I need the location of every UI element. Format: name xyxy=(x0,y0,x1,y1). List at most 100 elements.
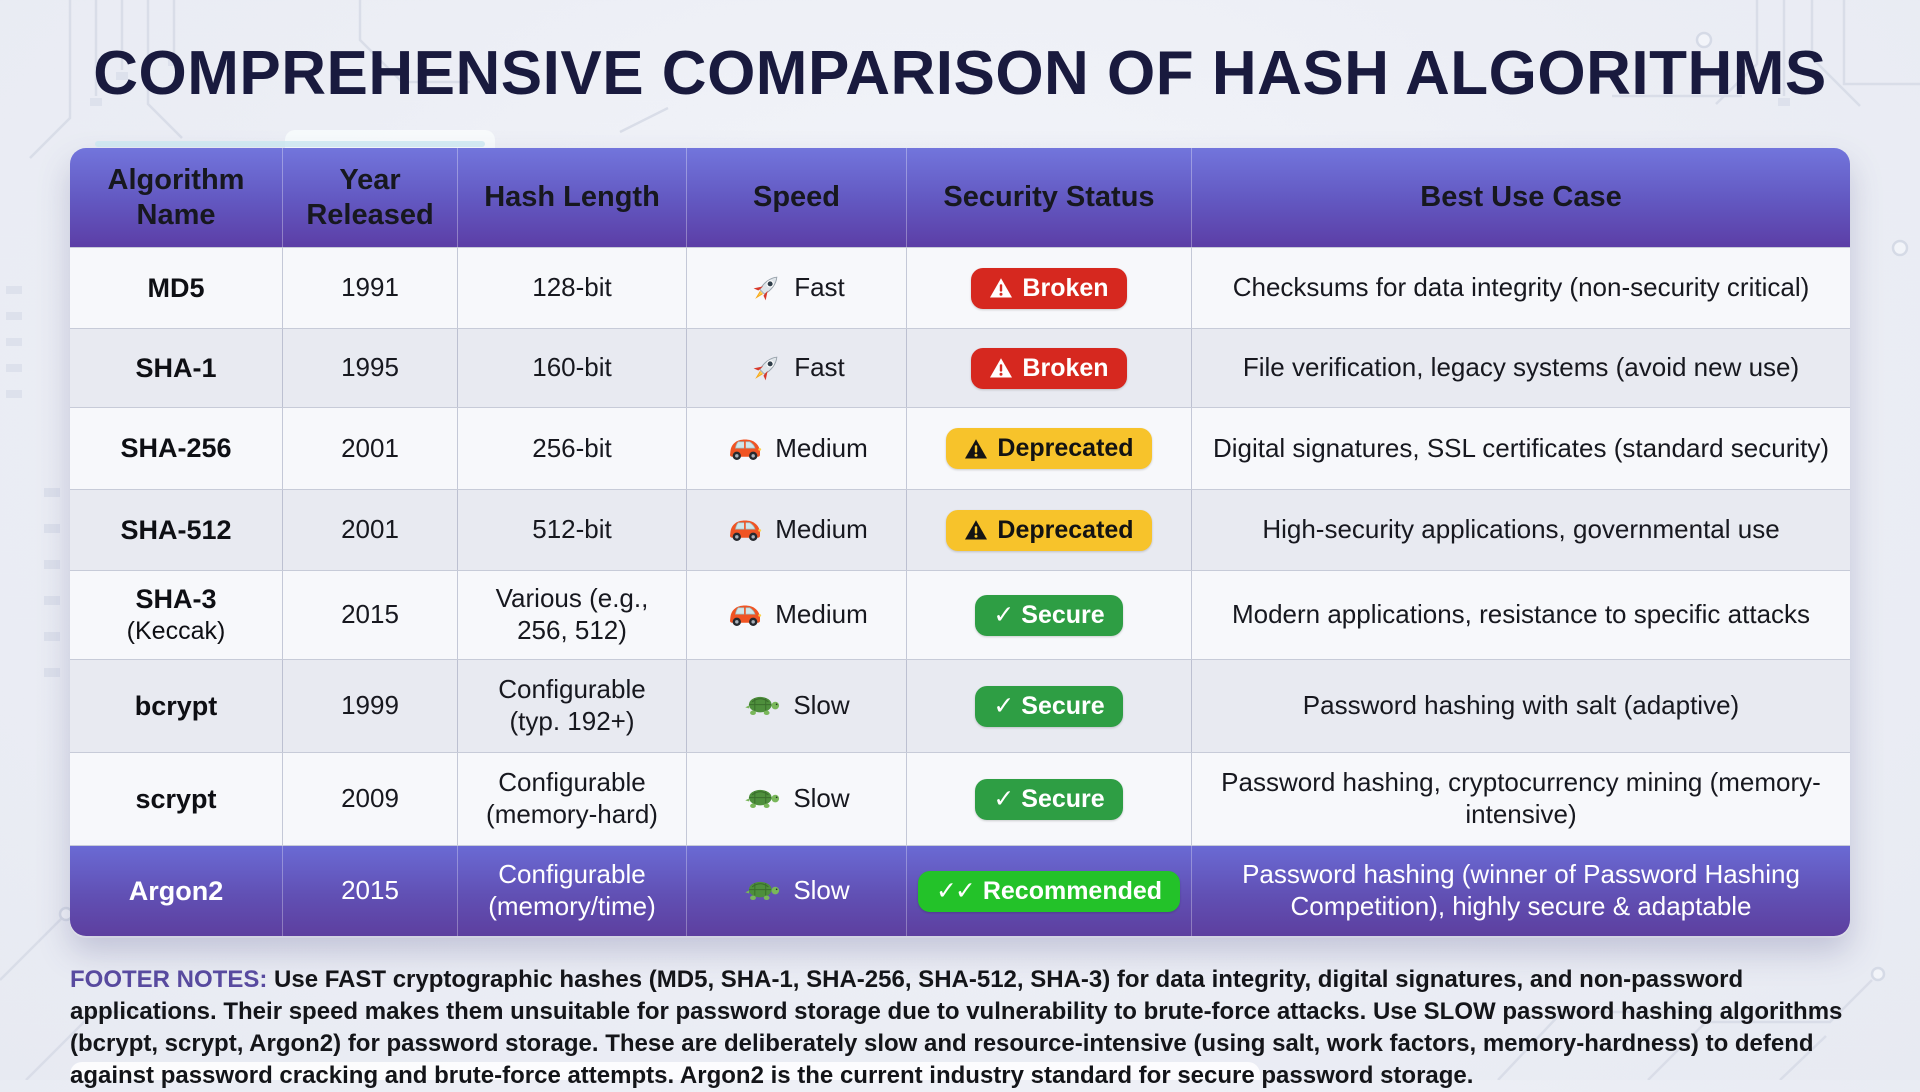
year-released: 2001 xyxy=(282,490,457,570)
status-cell: Broken xyxy=(906,248,1191,328)
table-row-scrypt: scrypt 2009 Configurable (memory-hard) S… xyxy=(70,752,1850,845)
speed-cell: Slow xyxy=(686,660,906,752)
best-use-case: Digital signatures, SSL certificates (st… xyxy=(1191,408,1850,489)
year-released: 2009 xyxy=(282,753,457,845)
status-cell: Broken xyxy=(906,329,1191,407)
status-badge-secure: ✓ Secure xyxy=(975,594,1123,636)
algorithm-name: SHA-3 (Keccak) xyxy=(126,584,226,646)
speed-cell: Slow xyxy=(686,846,906,936)
algorithm-name-sub: (Keccak) xyxy=(126,617,226,646)
algorithm-name: SHA-256 xyxy=(120,433,232,464)
status-badge-broken: Broken xyxy=(971,267,1127,309)
footer-notes-text: Use FAST cryptographic hashes (MD5, SHA-… xyxy=(70,966,1843,1089)
algorithm-name: Argon2 xyxy=(128,875,224,906)
warning-icon xyxy=(964,438,988,460)
speed-label: Medium xyxy=(775,514,868,545)
warning-icon xyxy=(989,277,1013,299)
check-icon: ✓ xyxy=(993,784,1014,813)
warning-icon xyxy=(989,357,1013,379)
speed-label: Fast xyxy=(794,272,845,303)
speed-cell: Medium xyxy=(686,408,906,489)
algorithm-name: SHA-512 xyxy=(120,514,232,545)
algorithm-name: scrypt xyxy=(135,783,217,814)
best-use-case: File verification, legacy systems (avoid… xyxy=(1191,329,1850,407)
year-released: 2001 xyxy=(282,408,457,489)
status-badge-recommended: ✓✓ Recommended xyxy=(917,870,1181,912)
year-released: 1999 xyxy=(282,660,457,752)
speed-cell: Medium xyxy=(686,490,906,570)
year-released: 1995 xyxy=(282,329,457,407)
status-badge-secure: ✓ Secure xyxy=(975,778,1123,820)
check-icon: ✓ xyxy=(993,600,1014,629)
double-check-icon: ✓✓ xyxy=(935,876,976,905)
column-header-hash-length: Hash Length xyxy=(457,148,686,247)
status-cell: ✓✓ Recommended xyxy=(906,846,1191,936)
table-row-sha256: SHA-256 2001 256-bit Medium Deprecated D… xyxy=(70,407,1850,489)
hash-length: Configurable (memory/time) xyxy=(457,846,686,936)
speed-label: Slow xyxy=(793,690,850,721)
status-cell: ✓ Secure xyxy=(906,571,1191,659)
speed-cell: Fast xyxy=(686,329,906,407)
column-header-best-use-case: Best Use Case xyxy=(1191,148,1850,247)
column-header-speed: Speed xyxy=(686,148,906,247)
warning-icon xyxy=(964,519,988,541)
status-badge-deprecated: Deprecated xyxy=(946,509,1152,551)
table-row-md5: MD5 1991 128-bit Fast Broken Checksums f… xyxy=(70,247,1850,328)
turtle-icon xyxy=(743,878,783,904)
speed-label: Fast xyxy=(794,352,845,383)
car-icon xyxy=(725,601,765,629)
table-row-sha1: SHA-1 1995 160-bit Fast Broken File veri… xyxy=(70,328,1850,407)
hash-length: Configurable (typ. 192+) xyxy=(457,660,686,752)
footer-notes-label: FOOTER NOTES: xyxy=(70,966,268,993)
algorithm-name: MD5 xyxy=(147,272,205,303)
status-cell: ✓ Secure xyxy=(906,660,1191,752)
table-row-bcrypt: bcrypt 1999 Configurable (typ. 192+) Slo… xyxy=(70,659,1850,752)
best-use-case: Password hashing with salt (adaptive) xyxy=(1191,660,1850,752)
best-use-case: Password hashing, cryptocurrency mining … xyxy=(1191,753,1850,845)
check-icon: ✓ xyxy=(993,691,1014,720)
best-use-case: Modern applications, resistance to speci… xyxy=(1191,571,1850,659)
column-header-security-status: Security Status xyxy=(906,148,1191,247)
speed-cell: Medium xyxy=(686,571,906,659)
status-cell: Deprecated xyxy=(906,408,1191,489)
table-header-row: Algorithm Name Year Released Hash Length… xyxy=(70,148,1850,247)
hash-length: 160-bit xyxy=(457,329,686,407)
column-header-algorithm-name: Algorithm Name xyxy=(107,164,245,231)
rocket-icon xyxy=(748,270,784,306)
table-row-sha3: SHA-3 (Keccak) 2015 Various (e.g., 256, 5… xyxy=(70,570,1850,659)
status-cell: ✓ Secure xyxy=(906,753,1191,845)
algorithm-name: SHA-1 xyxy=(135,352,217,383)
hash-length: Configurable (memory-hard) xyxy=(457,753,686,845)
car-icon xyxy=(725,435,765,463)
year-released: 2015 xyxy=(282,571,457,659)
best-use-case: Password hashing (winner of Password Has… xyxy=(1191,846,1850,936)
status-cell: Deprecated xyxy=(906,490,1191,570)
car-icon xyxy=(725,516,765,544)
turtle-icon xyxy=(743,693,783,719)
status-badge-deprecated: Deprecated xyxy=(946,428,1152,469)
speed-label: Slow xyxy=(793,783,850,814)
speed-cell: Fast xyxy=(686,248,906,328)
turtle-icon xyxy=(743,786,783,812)
status-badge-broken: Broken xyxy=(971,347,1127,389)
hash-length: 512-bit xyxy=(457,490,686,570)
table-row-argon2: Argon2 2015 Configurable (memory/time) S… xyxy=(70,845,1850,936)
status-badge-secure: ✓ Secure xyxy=(975,685,1123,727)
year-released: 2015 xyxy=(282,846,457,936)
footer-notes: FOOTER NOTES: Use FAST cryptographic has… xyxy=(70,964,1852,1092)
algorithm-name: bcrypt xyxy=(134,690,218,721)
speed-label: Slow xyxy=(793,875,850,906)
hash-comparison-table: Algorithm Name Year Released Hash Length… xyxy=(70,148,1850,936)
best-use-case: High-security applications, governmental… xyxy=(1191,490,1850,570)
year-released: 1991 xyxy=(282,248,457,328)
rocket-icon xyxy=(748,350,784,386)
speed-label: Medium xyxy=(775,432,868,463)
hash-length: 256-bit xyxy=(457,408,686,489)
table-row-sha512: SHA-512 2001 512-bit Medium Deprecated H… xyxy=(70,489,1850,570)
hash-length: 128-bit xyxy=(457,248,686,328)
column-header-year-released: Year Released xyxy=(282,148,457,247)
hash-length: Various (e.g., 256, 512) xyxy=(457,571,686,659)
speed-cell: Slow xyxy=(686,753,906,845)
speed-label: Medium xyxy=(775,599,868,630)
page-title: COMPREHENSIVE COMPARISON OF HASH ALGORIT… xyxy=(93,39,1827,108)
